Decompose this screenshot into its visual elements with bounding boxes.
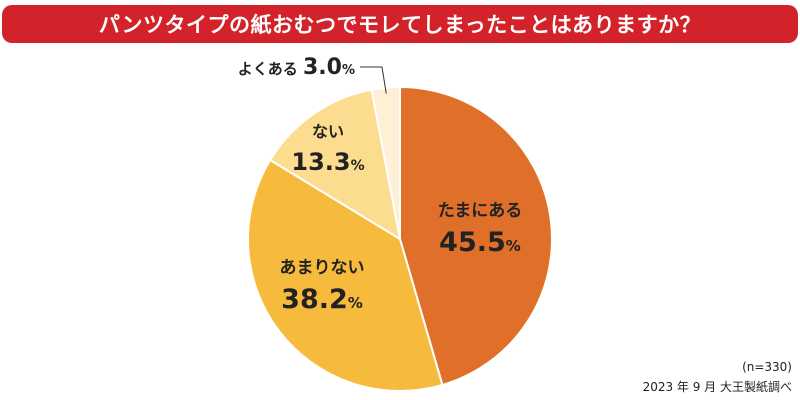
slice-3 [268,88,402,242]
slice-value-2: 38.2% [281,284,363,315]
chart-title: パンツタイプの紙おむつでモレてしまったことはありますか？ [98,13,702,37]
slice-label-4: よくある 3.0% [238,55,355,80]
slice-value-3: 13.3% [291,148,364,176]
leader-line [360,66,387,94]
slice-value-1: 45.5% [439,227,521,258]
pie-labels: たまにある 45.5% あまりない 38.2% ない 13.3% よくある 3.0% [238,55,523,315]
pie-slices [247,85,553,392]
slice-2 [247,158,444,392]
slice-label-1: たまにある [438,201,523,221]
source-note: 2023 年 9 月 大王製紙調べ [642,380,792,394]
slice-label-2: あまりない [280,258,365,278]
slice-1 [399,85,553,387]
slice-label-3: ない [312,122,344,141]
title-bar: パンツタイプの紙おむつでモレてしまったことはありますか？ [2,5,798,43]
sample-size-note: (n=330) [742,360,792,374]
